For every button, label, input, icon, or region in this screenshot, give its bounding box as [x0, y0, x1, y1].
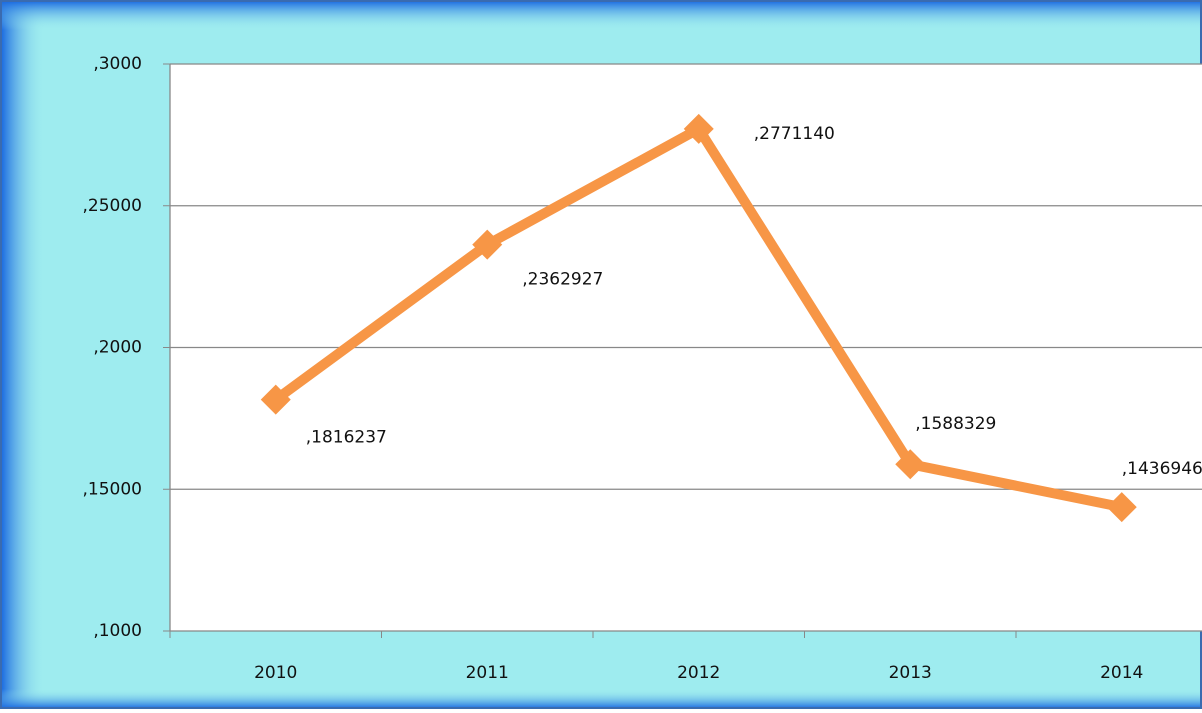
y-tick-label: ,1000 [93, 621, 142, 641]
x-tick-label: 2013 [889, 663, 932, 683]
data-label: ,2362927 [522, 270, 603, 290]
x-tick-label: 2014 [1100, 663, 1143, 683]
marker [472, 229, 503, 260]
frame-top [0, 0, 1202, 30]
y-tick-label: ,2000 [93, 338, 142, 358]
marker [683, 113, 714, 144]
marker [260, 384, 291, 415]
data-label: ,1588329 [915, 414, 996, 434]
frame-bottom [0, 689, 1202, 709]
x-tick-label: 2012 [677, 663, 720, 683]
marker [1106, 492, 1137, 523]
y-tick-label: ,15000 [83, 479, 142, 499]
data-label: ,2771140 [754, 124, 835, 144]
data-label: ,1436946 [1122, 459, 1202, 479]
data-label: ,1816237 [306, 428, 387, 448]
y-tick-label: ,25000 [83, 196, 142, 216]
x-tick-label: 2010 [254, 663, 297, 683]
frame-left [0, 0, 45, 709]
marker [895, 449, 926, 480]
y-tick-label: ,3000 [93, 54, 142, 74]
x-tick-label: 2011 [466, 663, 509, 683]
